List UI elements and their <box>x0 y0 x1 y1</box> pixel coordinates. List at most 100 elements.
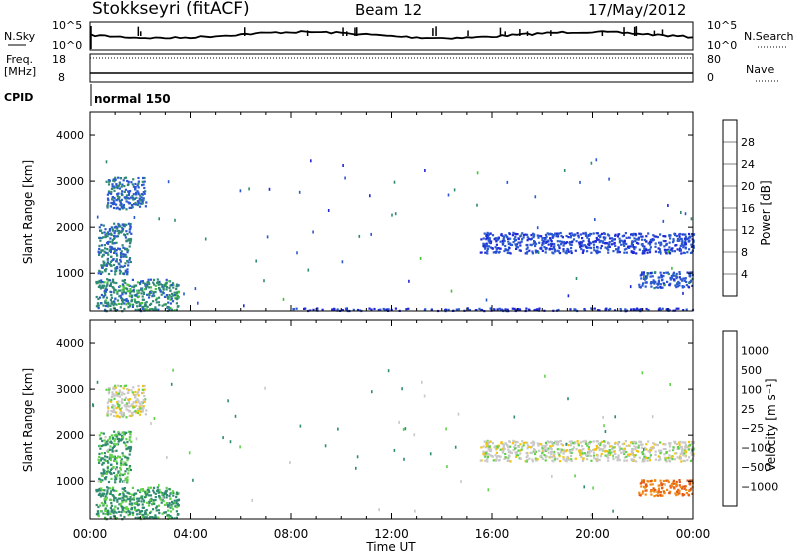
power-scatter-echo <box>506 180 509 184</box>
power-echo-cell <box>142 176 145 180</box>
velocity-colorbar-tick: −500 <box>741 461 771 474</box>
power-echo-cell <box>131 285 134 288</box>
power-scatter-echo <box>111 227 114 231</box>
velocity-echo-cell <box>514 451 517 454</box>
velocity-echo-cell <box>168 516 171 519</box>
velocity-echo-cell <box>117 497 120 500</box>
velocity-echo-cell <box>123 472 126 476</box>
power-echo-cell <box>120 185 123 188</box>
velocity-echo-cell <box>488 449 491 452</box>
power-echo-cell <box>640 273 643 276</box>
power-echo-cell <box>176 298 179 301</box>
velocity-echo-cell <box>543 454 546 457</box>
power-echo-cell <box>135 193 138 196</box>
velocity-echo-cell <box>134 399 138 402</box>
velocity-echo-cell <box>681 441 684 444</box>
power-echo-cell <box>145 308 148 311</box>
velocity-echo-cell <box>663 453 666 456</box>
velocity-echo-cell <box>106 405 110 408</box>
velocity-echo-cell <box>610 448 614 451</box>
velocity-echo-cell <box>131 414 134 417</box>
power-echo-cell <box>558 240 562 243</box>
velocity-echo-cell <box>113 404 116 408</box>
power-echo-cell <box>647 272 650 275</box>
velocity-echo-cell <box>649 451 652 454</box>
velocity-echo-cell <box>113 440 116 443</box>
velocity-echo-cell <box>675 443 678 446</box>
velocity-echo-cell <box>136 408 139 411</box>
power-scatter-echo <box>391 213 393 217</box>
power-echo-cell <box>565 234 568 238</box>
power-echo-cell <box>128 239 131 242</box>
velocity-echo-cell <box>662 479 665 483</box>
power-echo-cell <box>546 232 549 235</box>
velocity-echo-cell <box>674 442 677 445</box>
power-echo-cell <box>143 176 146 180</box>
power-echo-cell <box>649 246 652 249</box>
velocity-echo-cell <box>627 453 630 456</box>
velocity-echo-cell <box>121 501 124 504</box>
power-echo-cell <box>596 232 599 235</box>
power-echo-cell <box>535 309 539 312</box>
velocity-echo-cell <box>684 441 687 444</box>
power-echo-cell <box>125 230 128 233</box>
power-echo-cell <box>110 296 113 299</box>
power-echo-cell <box>146 285 149 288</box>
velocity-echo-cell <box>570 451 573 455</box>
velocity-scatter-echo <box>299 424 302 428</box>
velocity-echo-cell <box>541 447 544 450</box>
velocity-scatter-echo <box>614 415 616 419</box>
velocity-echo-cell <box>657 455 660 458</box>
velocity-echo-cell <box>113 455 116 458</box>
power-echo-cell <box>677 307 680 310</box>
power-echo-cell <box>654 281 657 284</box>
power-echo-cell <box>653 287 656 290</box>
power-echo-cell <box>614 244 617 247</box>
power-echo-cell <box>132 193 135 196</box>
power-echo-cell <box>487 245 491 248</box>
velocity-echo-cell <box>672 481 675 484</box>
power-echo-cell <box>127 261 130 264</box>
velocity-echo-cell <box>689 487 693 490</box>
velocity-echo-cell <box>486 460 489 463</box>
velocity-echo-cell <box>128 513 131 516</box>
velocity-echo-cell <box>644 489 647 492</box>
power-echo-cell <box>561 236 564 239</box>
power-echo-cell <box>373 307 376 311</box>
velocity-echo-cell <box>678 479 681 482</box>
power-echo-cell <box>562 250 565 253</box>
power-echo-cell <box>671 250 674 253</box>
power-echo-cell <box>572 238 576 241</box>
velocity-echo-cell <box>644 493 647 496</box>
power-echo-cell <box>115 186 118 189</box>
velocity-echo-cell <box>159 497 162 500</box>
power-echo-cell <box>495 239 498 242</box>
velocity-echo-cell <box>175 510 178 513</box>
power-echo-cell <box>152 308 155 311</box>
power-echo-cell <box>676 285 679 288</box>
velocity-echo-cell <box>127 514 130 517</box>
velocity-echo-cell <box>113 434 116 437</box>
velocity-echo-cell <box>177 513 180 516</box>
velocity-echo-cell <box>102 444 105 447</box>
power-echo-cell <box>649 240 652 243</box>
velocity-echo-cell <box>662 443 665 446</box>
power-echo-cell <box>394 307 397 310</box>
power-echo-cell <box>128 258 131 261</box>
velocity-echo-cell <box>121 508 124 512</box>
velocity-echo-cell <box>594 448 597 451</box>
power-scatter-echo <box>485 298 488 302</box>
power-echo-cell <box>606 247 609 250</box>
power-echo-cell <box>634 246 637 249</box>
power-echo-cell <box>643 249 646 252</box>
power-echo-cell <box>130 181 133 184</box>
velocity-echo-cell <box>109 492 112 495</box>
velocity-echo-cell <box>128 466 131 469</box>
power-echo-cell <box>156 278 159 281</box>
power-echo-cell <box>129 303 132 306</box>
power-echo-cell <box>321 308 324 311</box>
velocity-echo-cell <box>100 452 104 455</box>
power-echo-cell <box>550 233 553 236</box>
velocity-echo-cell <box>659 458 662 461</box>
power-echo-cell <box>113 236 116 239</box>
